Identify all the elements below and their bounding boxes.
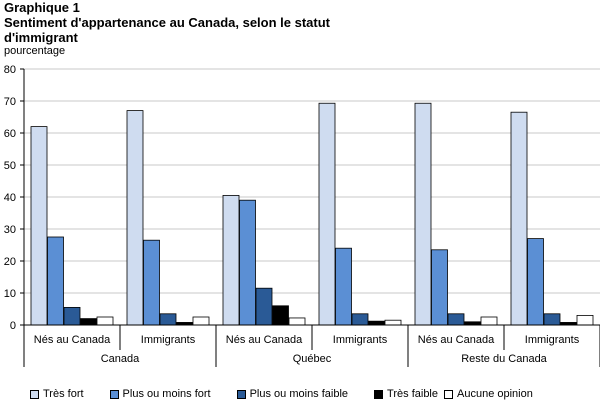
axes bbox=[20, 68, 600, 367]
bar bbox=[80, 318, 97, 326]
legend-label: Plus ou moins fort bbox=[122, 388, 211, 400]
legend-swatch bbox=[236, 389, 246, 399]
bar bbox=[30, 126, 48, 326]
legend-item: Plus ou moins fort bbox=[109, 388, 211, 400]
legend-label: Plus ou moins faible bbox=[249, 388, 349, 400]
legend-swatch bbox=[444, 389, 453, 399]
bar bbox=[239, 199, 256, 326]
x-tick-label: Nés au Canada bbox=[226, 334, 303, 346]
x-tick-label: Immigrants bbox=[333, 334, 388, 346]
legend-item: Très faible bbox=[374, 388, 438, 400]
bar bbox=[351, 313, 369, 326]
bar bbox=[510, 111, 528, 326]
y-axis-unit-label: pourcentage bbox=[4, 45, 66, 57]
legend-swatch bbox=[374, 389, 384, 399]
y-tick-label: 70 bbox=[4, 96, 16, 108]
y-tick-label: 80 bbox=[4, 64, 16, 76]
bar bbox=[576, 314, 594, 326]
y-tick-label: 20 bbox=[4, 256, 16, 268]
bar-chart: 0 10 20 30 40 50 60 70 80 Nés au Canada Immigrants… bbox=[4, 64, 600, 367]
y-tick-label: 50 bbox=[4, 160, 16, 172]
bar bbox=[63, 306, 81, 326]
y-tick-label: 10 bbox=[4, 288, 16, 300]
x-tick-label: Immigrants bbox=[141, 334, 196, 346]
bar bbox=[318, 102, 336, 326]
bar bbox=[159, 313, 177, 326]
bar bbox=[288, 317, 306, 326]
chart-title-line-1: Sentiment d'appartenance au Canada, selo… bbox=[4, 15, 331, 30]
legend-item: Aucune opinion bbox=[444, 388, 533, 400]
bar bbox=[414, 102, 432, 326]
y-tick-label: 0 bbox=[10, 320, 16, 332]
bars bbox=[30, 102, 594, 326]
chart-legend: Très fort Plus ou moins fort Plus ou moins… bbox=[30, 386, 533, 402]
bar bbox=[543, 313, 561, 326]
bar bbox=[192, 316, 210, 326]
bar bbox=[431, 249, 448, 326]
y-tick-label: 60 bbox=[4, 128, 16, 140]
bar bbox=[335, 247, 352, 326]
x-group-label: Reste du Canada bbox=[461, 353, 547, 365]
legend-label: Très faible bbox=[387, 388, 438, 400]
bar bbox=[384, 319, 402, 326]
grid-lines bbox=[24, 68, 600, 294]
y-tick-label: 40 bbox=[4, 192, 16, 204]
legend-swatch bbox=[30, 389, 39, 399]
axis-labels: 0 10 20 30 40 50 60 70 80 Nés au Canada Immigrants… bbox=[4, 64, 580, 365]
bar bbox=[126, 110, 144, 326]
graphic-label: Graphique 1 bbox=[4, 0, 80, 15]
bar bbox=[255, 287, 273, 326]
legend-label: Très fort bbox=[43, 388, 84, 400]
x-tick-label: Nés au Canada bbox=[418, 334, 495, 346]
bar bbox=[143, 239, 160, 326]
bar bbox=[447, 313, 465, 326]
bar bbox=[222, 194, 240, 326]
chart-title-line-2: d'immigrant bbox=[4, 30, 78, 45]
y-tick-label: 30 bbox=[4, 224, 16, 236]
bar bbox=[480, 316, 498, 326]
bar bbox=[96, 316, 114, 326]
bar bbox=[527, 238, 544, 326]
legend-label: Aucune opinion bbox=[457, 388, 533, 400]
x-tick-label: Nés au Canada bbox=[34, 334, 111, 346]
bar bbox=[47, 236, 64, 326]
x-group-label: Canada bbox=[101, 353, 140, 365]
legend-item: Plus ou moins faible bbox=[236, 388, 349, 400]
x-tick-label: Immigrants bbox=[525, 334, 580, 346]
chart-header: Graphique 1 Sentiment d'appartenance au … bbox=[4, 0, 594, 45]
bar bbox=[272, 305, 289, 326]
legend-swatch bbox=[109, 389, 119, 399]
legend-item: Très fort bbox=[30, 388, 84, 400]
x-group-label: Québec bbox=[293, 353, 332, 365]
bar bbox=[368, 320, 385, 326]
